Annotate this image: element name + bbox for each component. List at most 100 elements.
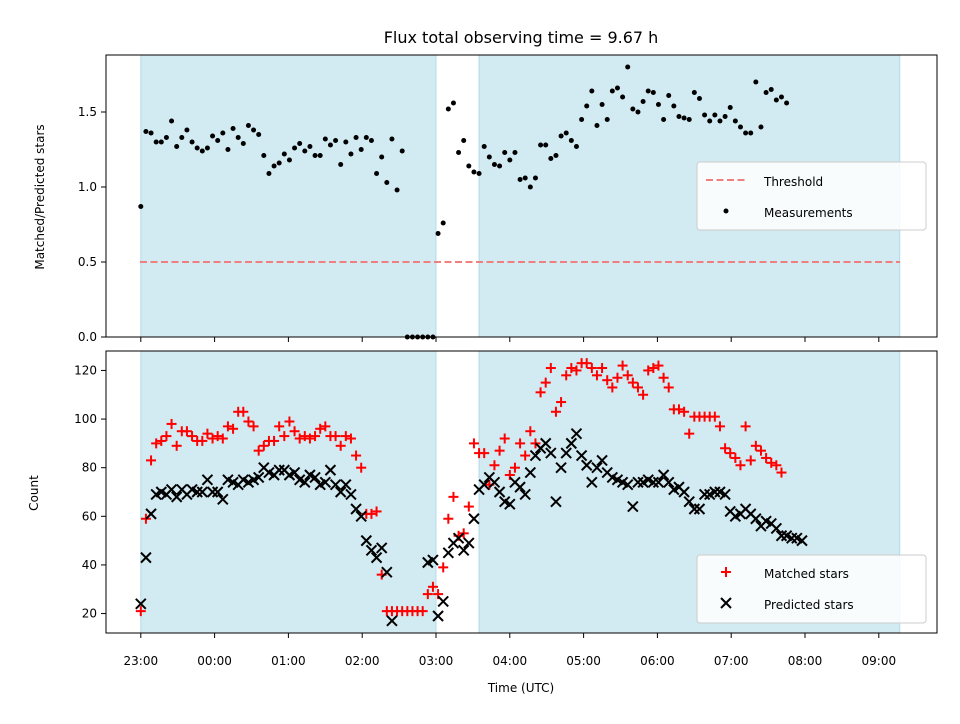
measurement-point [691, 90, 697, 95]
matched-star-point [238, 406, 249, 417]
matched-star-point [289, 426, 300, 437]
matched-star-point [494, 445, 505, 456]
matched-star-point [617, 360, 628, 371]
measurement-point [281, 151, 287, 157]
bottom-legend: Matched stars Predicted stars [696, 554, 927, 624]
predicted-star-point [786, 532, 798, 544]
measurement-point [445, 106, 451, 112]
measurement-point [579, 117, 585, 122]
matched-star-point [602, 375, 613, 386]
measurement-point [681, 115, 687, 121]
matched-star-point [294, 433, 305, 444]
predicted-star-point [350, 503, 362, 515]
matched-star-point [658, 372, 669, 383]
measurement-point [245, 123, 251, 128]
legend-predicted-label: Predicted stars [764, 598, 854, 612]
predicted-star-point [719, 488, 731, 501]
x-tick-label: 09:00 [862, 654, 897, 668]
measurement-point [389, 136, 395, 142]
measurement-point [251, 127, 257, 133]
matched-star-point [684, 428, 695, 439]
measurement-point [276, 160, 282, 166]
measurement-point [194, 145, 200, 151]
matched-star-point [720, 443, 731, 454]
measurement-point [476, 171, 482, 176]
matched-star-point [351, 450, 362, 461]
matched-star-point [479, 448, 490, 459]
x-tick-label: 06:00 [640, 654, 675, 668]
matched-star-point [653, 360, 664, 371]
predicted-star-point [365, 544, 378, 557]
x-tick-label: 08:00 [788, 654, 823, 668]
matched-star-point [535, 387, 546, 398]
measurement-point [225, 147, 231, 152]
matched-star-point [340, 431, 351, 442]
predicted-star-point [570, 427, 583, 440]
predicted-star-point [468, 513, 480, 525]
legend-matched-swatch [721, 567, 731, 577]
measurement-point [435, 231, 441, 236]
matched-star-point [663, 382, 674, 393]
matched-star-point [566, 363, 577, 374]
matched-star-point [284, 416, 295, 427]
measurement-point [204, 145, 210, 151]
predicted-star-point [201, 474, 214, 486]
measurement-point [609, 88, 615, 94]
measurement-point [143, 129, 149, 134]
predicted-star-point [442, 547, 455, 559]
measurement-point [532, 175, 538, 181]
predicted-star-point [647, 476, 660, 488]
predicted-star-point [488, 476, 501, 488]
matched-star-point [525, 426, 536, 437]
matched-star-point [761, 452, 772, 463]
matched-star-point [166, 418, 177, 429]
measurement-point [399, 148, 405, 154]
predicted-star-point [145, 508, 157, 520]
matched-star-point [228, 423, 239, 434]
matched-star-point [330, 431, 341, 442]
measurement-point [640, 99, 646, 104]
x-tick-label: 05:00 [566, 654, 601, 668]
predicted-star-point [288, 466, 301, 479]
measurement-point [394, 187, 400, 193]
matched-star-point [279, 431, 290, 442]
predicted-star-point [693, 503, 706, 515]
matched-star-point [212, 431, 223, 442]
matched-star-point [714, 421, 725, 432]
measurement-point [358, 147, 364, 152]
matched-star-point [345, 433, 356, 444]
x-tick-label: 07:00 [714, 654, 749, 668]
predicted-star-point [775, 530, 788, 542]
y-tick-label: 20 [82, 607, 97, 621]
matched-star-point [766, 457, 777, 468]
measurement-point [338, 162, 344, 167]
measurement-point [199, 148, 205, 154]
matched-star-point [356, 462, 367, 473]
matched-star-point [776, 467, 787, 478]
predicted-star-point [375, 542, 388, 554]
measurement-point [235, 135, 241, 140]
measurement-point [614, 85, 620, 91]
matched-star-point [730, 452, 741, 463]
matched-star-point [135, 606, 146, 617]
measurement-point [189, 139, 195, 145]
measurement-point [497, 163, 503, 169]
measurement-point [312, 153, 318, 158]
bottom-panel: 20 40 60 80 100 120 23:00 00:00 01:00 02:00 03:00… [27, 350, 938, 695]
matched-star-point [417, 606, 428, 617]
measurement-point [343, 139, 349, 145]
matched-star-point [612, 372, 623, 383]
matched-star-point [509, 462, 520, 473]
measurement-point [717, 118, 723, 124]
measurement-point [322, 136, 328, 142]
measurement-point [179, 135, 185, 140]
predicted-star-point [140, 551, 152, 564]
predicted-star-point [519, 488, 531, 501]
x-tick-label: 00:00 [197, 654, 232, 668]
predicted-star-point [493, 486, 506, 498]
predicted-star-point [463, 537, 475, 549]
measurement-point [676, 114, 682, 119]
predicted-star-point [381, 566, 393, 578]
matched-star-point [638, 389, 649, 400]
matched-star-point [217, 433, 228, 444]
